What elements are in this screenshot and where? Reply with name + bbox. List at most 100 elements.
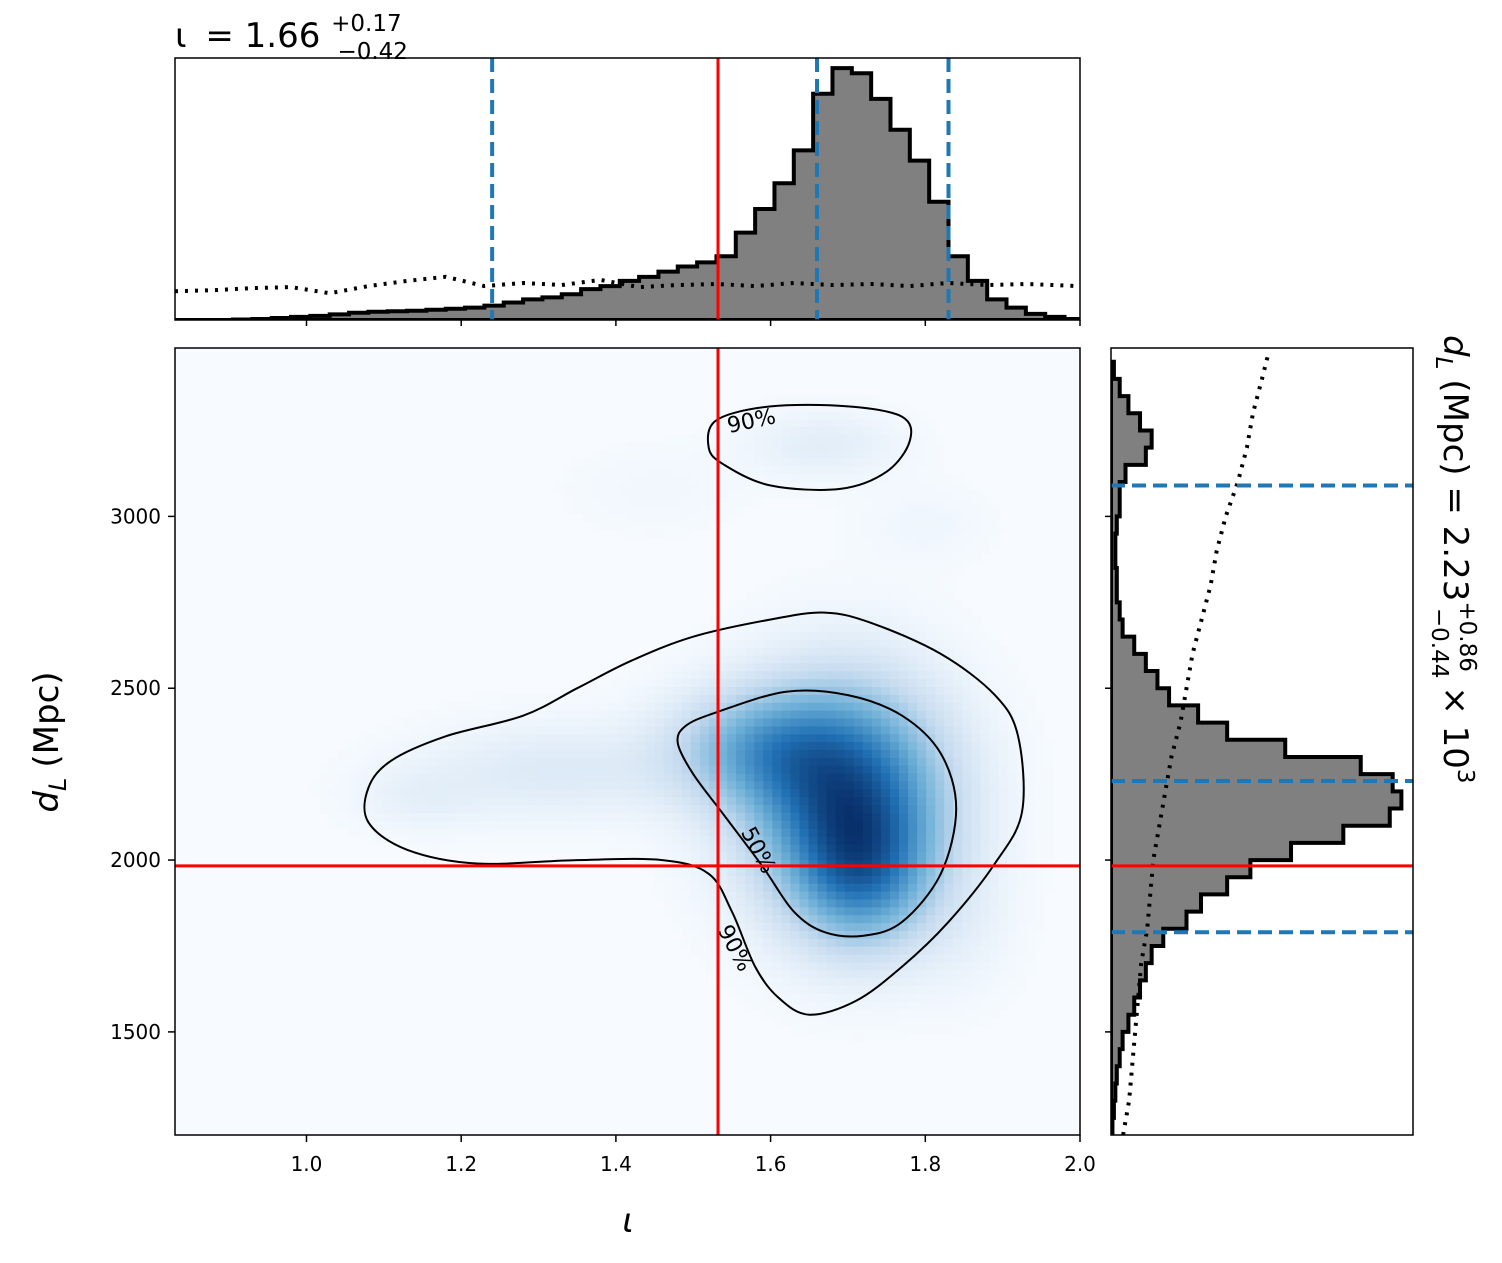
- density-cell: [799, 576, 809, 584]
- density-cell: [1035, 726, 1045, 734]
- density-cell: [845, 553, 855, 561]
- density-cell: [845, 442, 855, 450]
- density-cell: [664, 498, 674, 506]
- density-cell: [1035, 867, 1045, 875]
- density-cell: [944, 742, 954, 750]
- density-cell: [483, 773, 493, 781]
- density-cell: [926, 584, 936, 592]
- density-cell: [754, 797, 764, 805]
- density-cell: [700, 804, 710, 812]
- density-cell: [881, 962, 891, 970]
- density-cell: [465, 828, 475, 836]
- density-cell: [465, 734, 475, 742]
- density-cell: [944, 529, 954, 537]
- density-cell: [772, 655, 782, 663]
- density-cell: [618, 458, 628, 466]
- density-cell: [483, 694, 493, 702]
- density-cell: [655, 836, 665, 844]
- density-cell: [971, 970, 981, 978]
- density-cell: [637, 804, 647, 812]
- density-cell: [600, 749, 610, 757]
- density-cell: [465, 812, 475, 820]
- density-cell: [953, 568, 963, 576]
- density-cell: [790, 718, 800, 726]
- density-cell: [854, 545, 864, 553]
- density-cell: [628, 466, 638, 474]
- density-cell: [999, 797, 1009, 805]
- density-cell: [664, 686, 674, 694]
- density-cell: [564, 498, 574, 506]
- density-cell: [682, 702, 692, 710]
- density-cell: [890, 450, 900, 458]
- density-cell: [990, 734, 1000, 742]
- density-cell: [510, 797, 520, 805]
- density-cell: [329, 797, 339, 805]
- density-cell: [962, 623, 972, 631]
- density-cell: [908, 820, 918, 828]
- density-cell: [772, 490, 782, 498]
- density-cell: [618, 836, 628, 844]
- density-cell: [944, 734, 954, 742]
- density-cell: [555, 482, 565, 490]
- density-cell: [953, 498, 963, 506]
- density-cell: [881, 726, 891, 734]
- density-cell: [990, 978, 1000, 986]
- density-cell: [881, 686, 891, 694]
- density-cell: [664, 875, 674, 883]
- density-cell: [908, 545, 918, 553]
- density-cell: [664, 828, 674, 836]
- density-cell: [845, 450, 855, 458]
- density-cell: [962, 490, 972, 498]
- density-cell: [944, 600, 954, 608]
- density-cell: [790, 930, 800, 938]
- density-cell: [356, 734, 366, 742]
- density-cell: [908, 938, 918, 946]
- density-cell: [591, 718, 601, 726]
- density-cell: [628, 812, 638, 820]
- density-cell: [537, 726, 547, 734]
- density-cell: [682, 938, 692, 946]
- density-cell: [664, 836, 674, 844]
- density-cell: [609, 757, 619, 765]
- density-cell: [809, 742, 819, 750]
- density-cell: [854, 907, 864, 915]
- density-cell: [428, 710, 438, 718]
- density-cell: [492, 836, 502, 844]
- density-cell: [428, 836, 438, 844]
- density-cell: [1035, 938, 1045, 946]
- density-cell: [582, 765, 592, 773]
- density-cell: [1044, 781, 1054, 789]
- density-cell: [609, 734, 619, 742]
- density-cell: [863, 734, 873, 742]
- density-cell: [365, 765, 375, 773]
- x-tick-label-0: 1.0: [291, 1152, 323, 1176]
- density-cell: [881, 655, 891, 663]
- density-cell: [881, 584, 891, 592]
- density-cell: [609, 844, 619, 852]
- density-cell: [935, 702, 945, 710]
- density-cell: [781, 978, 791, 986]
- density-cell: [872, 639, 882, 647]
- density-cell: [944, 891, 954, 899]
- density-cell: [926, 899, 936, 907]
- density-cell: [374, 757, 384, 765]
- density-cell: [664, 505, 674, 513]
- density-cell: [827, 1025, 837, 1033]
- density-cell: [736, 781, 746, 789]
- density-cell: [944, 978, 954, 986]
- density-cell: [483, 836, 493, 844]
- density-cell: [854, 655, 864, 663]
- density-cell: [456, 773, 466, 781]
- density-cell: [980, 954, 990, 962]
- density-cell: [664, 482, 674, 490]
- density-cell: [727, 781, 737, 789]
- density-cell: [682, 647, 692, 655]
- density-cell: [953, 639, 963, 647]
- density-cell: [736, 726, 746, 734]
- density-cell: [727, 458, 737, 466]
- density-cell: [881, 419, 891, 427]
- density-cell: [990, 663, 1000, 671]
- density-cell: [691, 749, 701, 757]
- density-cell: [863, 836, 873, 844]
- density-cell: [881, 804, 891, 812]
